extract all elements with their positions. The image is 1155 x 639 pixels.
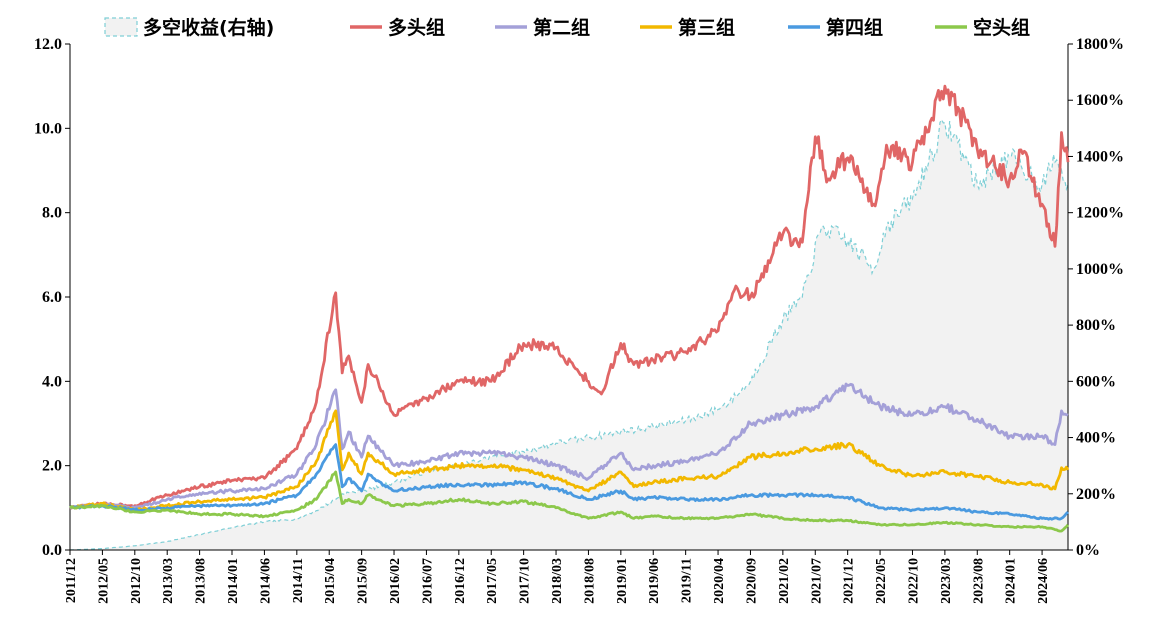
x-tick-label: 2022/10 [907,558,922,604]
x-tick-label: 2013/03 [161,558,176,604]
x-tick-label: 2016/07 [420,558,435,604]
x-tick-label: 2018/03 [550,558,565,604]
legend: 多空收益(右轴) 多头组 第二组 第三组 第四组 空头组 [104,16,1030,39]
tick-labels: 0.0 2.0 4.0 6.0 8.0 10.0 12.0 0% 200% 400% 600% 800… [34,36,1124,604]
x-tick-label: 2021/07 [809,558,824,604]
x-tick-label: 2015/04 [323,558,338,604]
series-line-group-3 [69,409,1070,512]
x-tick-label: 2016/02 [388,558,403,604]
x-tick-label: 2015/09 [356,558,371,604]
series-line-long-short [69,118,1069,551]
y-tick-label-right: 1400% [1076,148,1124,165]
x-tick-label: 2022/05 [874,558,889,604]
y-tick-label-left: 10.0 [34,120,62,137]
y-tick-label-right: 1000% [1076,261,1124,278]
y-tick-label-left: 6.0 [42,289,62,306]
legend-label-group-4: 第四组 [826,16,883,39]
legend-label-group-3: 第三组 [678,16,735,39]
y-tick-label-right: 0% [1076,542,1100,559]
y-tick-label-right: 1800% [1076,36,1124,53]
x-tick-label: 2017/05 [485,558,500,604]
x-tick-label: 2018/08 [582,558,597,604]
y-tick-label-right: 800% [1076,317,1116,334]
x-tick-label: 2024/06 [1036,558,1051,604]
x-tick-label: 2014/11 [291,558,306,603]
x-tick-label: 2023/03 [939,558,954,604]
x-tick-label: 2013/08 [194,558,209,604]
x-tick-label: 2012/05 [96,558,111,604]
x-tick-label: 2016/12 [453,558,468,604]
y-tick-label-right: 1600% [1076,92,1124,109]
series-lines [69,84,1070,533]
legend-label-long-short: 多空收益(右轴) [143,16,274,39]
legend-label-long-group: 多头组 [388,16,445,39]
x-tick-label: 2023/08 [971,558,986,604]
y-tick-label-left: 8.0 [42,205,62,222]
x-tick-label: 2014/06 [258,558,273,604]
x-tick-label: 2019/11 [680,558,695,603]
y-tick-label-left: 0.0 [42,542,62,559]
x-tick-label: 2019/01 [615,558,630,604]
series-line-short-group [69,470,1070,533]
x-tick-label: 2017/10 [518,558,533,604]
series-line-group-2 [69,382,1069,510]
x-tick-label: 2020/09 [745,558,760,604]
y-tick-label-right: 1200% [1076,205,1124,222]
y-tick-label-right: 200% [1076,486,1116,503]
x-tick-label: 2014/01 [226,558,241,604]
x-tick-label: 2011/12 [64,558,79,603]
x-tick-label: 2024/01 [1004,558,1019,604]
legend-label-short-group: 空头组 [973,16,1030,39]
area-layer [69,118,1069,551]
y-tick-label-right: 400% [1076,430,1116,447]
x-tick-label: 2019/06 [647,558,662,604]
y-tick-label-right: 600% [1076,373,1116,390]
legend-label-group-2: 第二组 [533,16,590,39]
x-tick-label: 2021/12 [842,558,857,604]
x-tick-label: 2021/02 [777,558,792,604]
x-tick-label: 2020/04 [712,558,727,604]
series-line-long-group [69,84,1070,510]
legend-swatch-long-short [104,17,138,37]
series-line-group-4 [69,443,1069,521]
x-tick-label: 2012/10 [129,558,144,604]
y-tick-label-left: 12.0 [34,36,62,53]
y-tick-label-left: 4.0 [42,373,62,390]
y-tick-label-left: 2.0 [42,458,62,475]
series-area-fill-long-short [70,119,1068,550]
